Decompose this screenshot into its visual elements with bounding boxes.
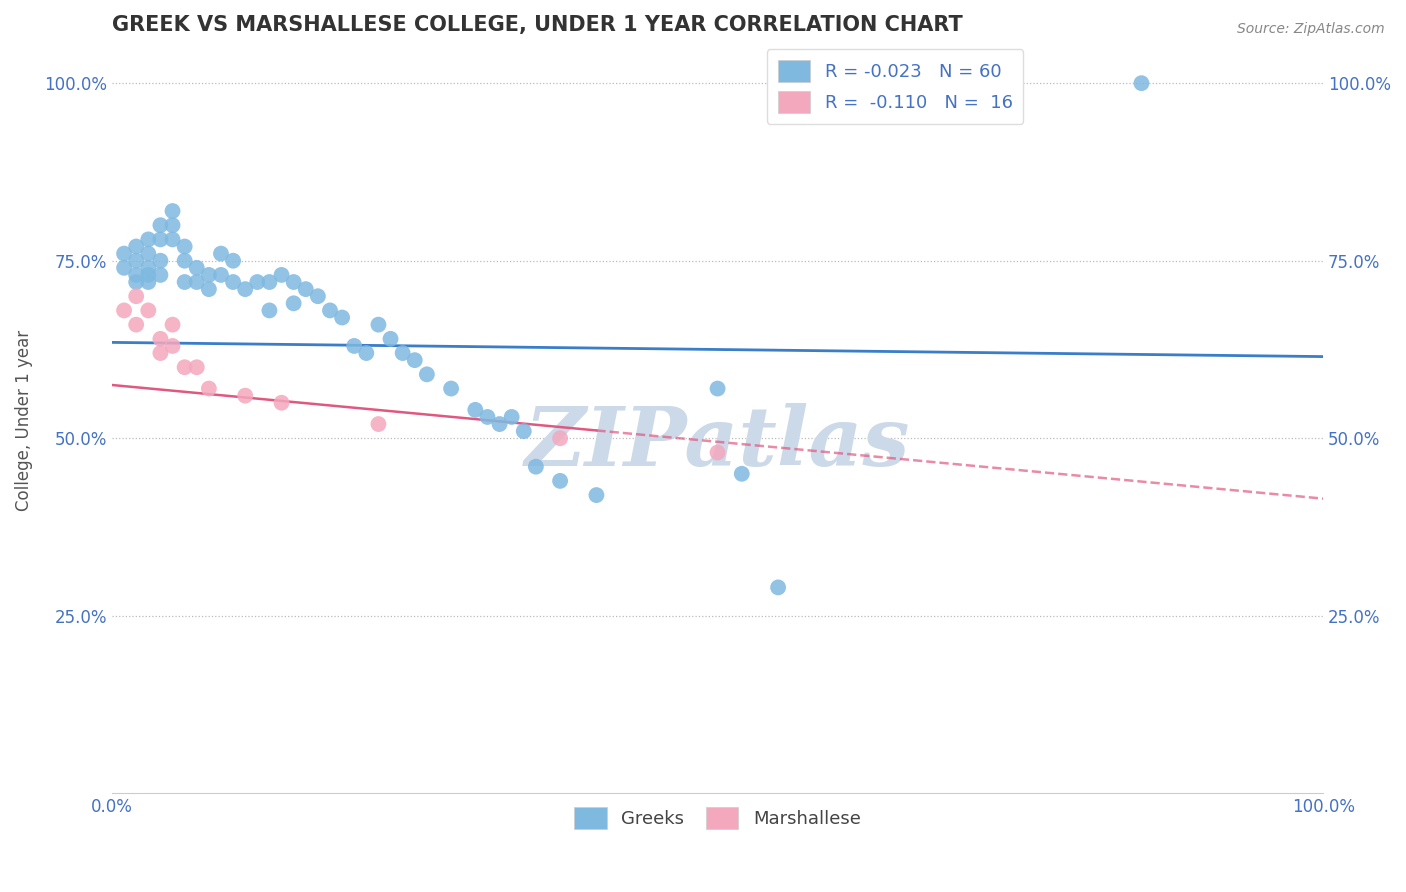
Point bbox=[246, 275, 269, 289]
Point bbox=[162, 339, 184, 353]
Point bbox=[307, 289, 329, 303]
Point bbox=[404, 353, 426, 368]
Point bbox=[136, 268, 159, 282]
Y-axis label: College, Under 1 year: College, Under 1 year bbox=[15, 330, 32, 511]
Point bbox=[283, 296, 305, 310]
Point bbox=[270, 268, 292, 282]
Point bbox=[209, 268, 232, 282]
Point bbox=[149, 253, 172, 268]
Point bbox=[233, 389, 256, 403]
Point bbox=[343, 339, 366, 353]
Point bbox=[706, 382, 728, 396]
Point bbox=[162, 204, 184, 219]
Point bbox=[173, 239, 195, 253]
Point bbox=[149, 232, 172, 246]
Point bbox=[198, 282, 221, 296]
Point bbox=[233, 282, 256, 296]
Point bbox=[136, 303, 159, 318]
Point bbox=[477, 409, 499, 424]
Point bbox=[548, 431, 571, 445]
Legend: Greeks, Marshallese: Greeks, Marshallese bbox=[567, 800, 868, 837]
Point bbox=[198, 268, 221, 282]
Point bbox=[259, 303, 281, 318]
Point bbox=[391, 346, 413, 360]
Point bbox=[731, 467, 754, 481]
Point bbox=[162, 232, 184, 246]
Point bbox=[173, 253, 195, 268]
Point bbox=[162, 218, 184, 232]
Point bbox=[416, 368, 439, 382]
Point bbox=[198, 382, 221, 396]
Point bbox=[173, 360, 195, 375]
Point bbox=[488, 417, 510, 431]
Point bbox=[149, 218, 172, 232]
Point bbox=[270, 396, 292, 410]
Point bbox=[136, 260, 159, 275]
Text: Source: ZipAtlas.com: Source: ZipAtlas.com bbox=[1237, 22, 1385, 37]
Point bbox=[706, 445, 728, 459]
Point bbox=[149, 332, 172, 346]
Point bbox=[125, 239, 148, 253]
Point bbox=[136, 275, 159, 289]
Point bbox=[125, 275, 148, 289]
Point bbox=[222, 275, 245, 289]
Point bbox=[186, 360, 208, 375]
Point bbox=[356, 346, 378, 360]
Point bbox=[149, 268, 172, 282]
Point bbox=[524, 459, 547, 474]
Point bbox=[125, 289, 148, 303]
Point bbox=[367, 417, 389, 431]
Point bbox=[112, 260, 135, 275]
Point bbox=[259, 275, 281, 289]
Point bbox=[1130, 76, 1153, 90]
Point bbox=[186, 260, 208, 275]
Point bbox=[766, 581, 789, 595]
Point bbox=[209, 246, 232, 260]
Point bbox=[112, 303, 135, 318]
Point bbox=[222, 253, 245, 268]
Point bbox=[294, 282, 316, 296]
Point bbox=[367, 318, 389, 332]
Point bbox=[149, 346, 172, 360]
Point bbox=[136, 246, 159, 260]
Point bbox=[330, 310, 353, 325]
Point bbox=[125, 318, 148, 332]
Point bbox=[319, 303, 342, 318]
Point bbox=[513, 424, 536, 438]
Point bbox=[125, 253, 148, 268]
Point bbox=[585, 488, 607, 502]
Point bbox=[125, 268, 148, 282]
Point bbox=[173, 275, 195, 289]
Point bbox=[112, 246, 135, 260]
Point bbox=[162, 318, 184, 332]
Point bbox=[501, 409, 523, 424]
Point bbox=[283, 275, 305, 289]
Text: ZIPatlas: ZIPatlas bbox=[524, 403, 910, 483]
Point bbox=[440, 382, 463, 396]
Point bbox=[464, 402, 486, 417]
Point bbox=[186, 275, 208, 289]
Point bbox=[136, 232, 159, 246]
Point bbox=[548, 474, 571, 488]
Point bbox=[380, 332, 402, 346]
Text: GREEK VS MARSHALLESE COLLEGE, UNDER 1 YEAR CORRELATION CHART: GREEK VS MARSHALLESE COLLEGE, UNDER 1 YE… bbox=[112, 15, 963, 35]
